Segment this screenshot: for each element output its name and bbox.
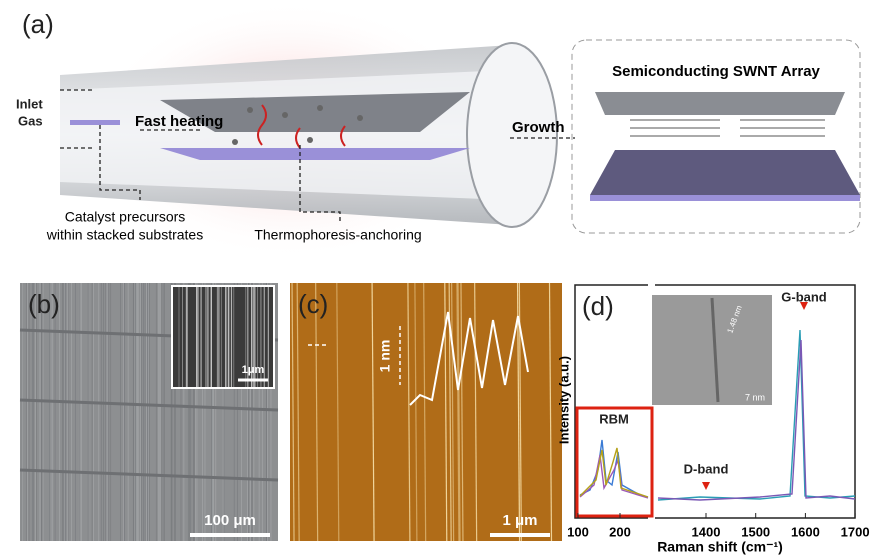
bottom-substrate: [160, 148, 470, 160]
afm-texture: [516, 282, 521, 542]
sem-inset: [171, 285, 275, 389]
g-spectrum: [657, 339, 856, 501]
top-substrate: [160, 92, 470, 132]
panel-label: (d): [582, 291, 614, 321]
inset-scale-label: 1μm: [242, 364, 265, 376]
rbm-spectrum: [579, 447, 649, 498]
x-axis-label: Raman shift (cm⁻¹): [657, 539, 783, 555]
leader: [299, 145, 341, 222]
x-tick-label: 1600: [791, 524, 820, 539]
afm-texture: [291, 282, 295, 542]
afm-texture: [414, 282, 418, 542]
particle: [307, 137, 313, 143]
catalyst-label: within stacked substrates: [46, 227, 203, 243]
panel-d: G-band D-band RBM 1.48 nm 7 nm Intensity…: [556, 283, 870, 555]
afm-texture: [407, 282, 411, 542]
height-profile: [409, 311, 529, 406]
afm-texture: [423, 282, 427, 542]
particle: [232, 139, 238, 145]
x-tick-label: 1500: [741, 524, 770, 539]
tube-inner: [60, 70, 510, 200]
inlet-label: Gas: [18, 113, 43, 128]
particle: [357, 115, 363, 121]
catalyst-label: Catalyst precursors: [65, 209, 186, 225]
particle: [317, 105, 323, 111]
afm-texture: [457, 282, 461, 542]
scale-label: 1 μm: [502, 512, 537, 529]
thermophoresis-label: Thermophoresis-anchoring: [254, 227, 421, 243]
panel-label: (b): [28, 289, 60, 319]
flow-arrow: [295, 127, 301, 149]
panel-label: (c): [298, 289, 328, 319]
afm-texture: [456, 282, 460, 542]
rbm-label: RBM: [599, 411, 629, 426]
x-tick-label: 1700: [841, 524, 870, 539]
inset-scale-label: 7 nm: [745, 392, 765, 402]
panel-b: 1μm 100 μm (b): [19, 283, 279, 541]
afm-texture: [548, 282, 553, 542]
rbm-spectrum: [579, 439, 649, 498]
x-tick-label: 200: [609, 524, 631, 539]
array-title: Semiconducting SWNT Array: [612, 63, 820, 80]
array-bottom-substrate: [590, 150, 860, 195]
height-scale-label: 1 nm: [377, 340, 393, 373]
array-box: [571, 39, 861, 234]
y-axis-label: Intensity (a.u.): [556, 356, 571, 444]
array-bottom-edge: [590, 195, 860, 201]
x-tick-label: 100: [567, 524, 589, 539]
afm-texture: [474, 282, 478, 542]
afm-texture: [371, 282, 375, 542]
flow-arrow: [257, 104, 267, 146]
array-top-substrate: [595, 92, 845, 115]
x-tick-label: 1400: [692, 524, 721, 539]
afm-texture: [336, 282, 340, 542]
sem-texture: [19, 398, 279, 412]
leader: [99, 125, 141, 200]
tube-end: [466, 42, 558, 228]
g-spectrum: [657, 329, 856, 501]
flow-arrow: [340, 125, 346, 147]
panel-a: (a) Inlet Gas Fast heating Growth Semico…: [16, 0, 861, 260]
afm-texture: [451, 282, 455, 542]
tem-tube: [710, 297, 720, 403]
g-band-label: G-band: [781, 289, 827, 304]
d-arrow: [702, 482, 710, 490]
g-arrow: [800, 302, 808, 310]
inlet-substrate: [70, 120, 120, 125]
fast-heating-label: Fast heating: [135, 113, 223, 130]
afm-texture: [315, 282, 319, 542]
rbm-box: [575, 406, 654, 518]
panel-label: (a): [22, 9, 54, 39]
afm-texture: [460, 282, 464, 542]
scale-label: 100 μm: [204, 512, 256, 529]
inlet-label: Inlet: [16, 96, 43, 111]
particle: [282, 112, 288, 118]
axis-break: [648, 283, 655, 523]
sem-texture: [19, 468, 279, 482]
d-band-label: D-band: [684, 461, 729, 476]
growth-label: Growth: [512, 119, 565, 136]
particle: [247, 107, 253, 113]
panel-c: 1 nm 1 μm (c): [290, 282, 562, 542]
afm-texture: [296, 282, 300, 542]
